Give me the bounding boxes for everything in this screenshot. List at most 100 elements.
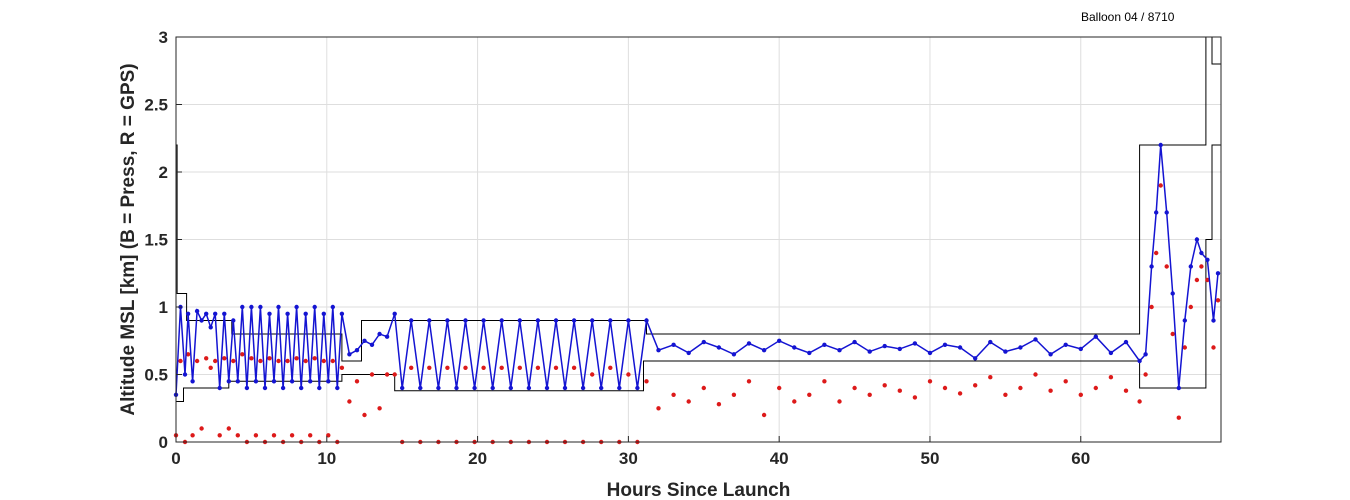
point-gps-23	[276, 358, 281, 364]
point-pressure-78	[731, 352, 737, 357]
point-gps-14	[235, 433, 240, 438]
point-gps-12	[226, 426, 231, 431]
x-axis-label: Hours Since Launch	[607, 480, 791, 500]
point-gps-73	[656, 406, 661, 411]
point-gps-58	[517, 365, 522, 370]
point-pressure-113	[1182, 318, 1188, 323]
point-gps-110	[1164, 264, 1169, 269]
series-gps	[173, 183, 1221, 445]
point-gps-74	[671, 392, 676, 397]
point-pressure-61	[544, 385, 550, 391]
point-pressure-15	[240, 304, 245, 310]
point-gps-38	[347, 399, 352, 404]
point-pressure-97	[1018, 345, 1023, 350]
point-pressure-57	[508, 385, 513, 391]
y-tick-label-1: 0.5	[144, 366, 168, 385]
point-pressure-83	[807, 350, 812, 356]
point-pressure-118	[1211, 318, 1216, 323]
point-pressure-41	[369, 342, 375, 347]
x-tick-label-4: 40	[770, 449, 789, 468]
point-gps-90	[912, 395, 918, 400]
point-gps-4	[190, 433, 195, 438]
point-pressure-43	[384, 334, 390, 339]
point-gps-8	[208, 365, 213, 370]
point-gps-37	[339, 365, 345, 370]
point-pressure-101	[1078, 346, 1084, 352]
point-gps-68	[608, 365, 613, 370]
point-gps-19	[258, 358, 263, 364]
point-pressure-16	[244, 385, 250, 391]
point-pressure-103	[1108, 350, 1114, 356]
point-pressure-111	[1170, 291, 1175, 296]
x-tick-label-1: 10	[317, 449, 336, 468]
point-gps-60	[535, 365, 541, 370]
point-pressure-74	[671, 342, 676, 347]
point-pressure-55	[490, 385, 495, 391]
envelope-lines	[176, 37, 1221, 402]
point-pressure-7	[204, 311, 209, 316]
point-gps-72	[644, 379, 649, 384]
point-pressure-69	[617, 385, 622, 391]
point-gps-84	[822, 379, 827, 384]
point-gps-89	[897, 388, 902, 393]
point-pressure-104	[1123, 339, 1129, 345]
point-gps-43	[384, 372, 390, 377]
point-pressure-109	[1158, 142, 1163, 148]
point-gps-41	[369, 372, 375, 377]
point-gps-39	[354, 379, 360, 384]
point-pressure-27	[294, 304, 299, 310]
y-tick-label-0: 0	[159, 433, 168, 452]
point-pressure-52	[463, 318, 468, 323]
point-gps-11	[222, 356, 227, 361]
point-gps-118	[1211, 345, 1216, 350]
x-tick-label-5: 50	[921, 449, 940, 468]
point-gps-105	[1137, 399, 1142, 404]
point-pressure-3	[185, 311, 191, 316]
point-pressure-88	[882, 343, 887, 349]
point-gps-42	[377, 406, 382, 411]
point-pressure-11	[222, 311, 227, 316]
point-gps-22	[271, 433, 277, 438]
point-pressure-17	[249, 304, 254, 310]
point-pressure-49	[436, 385, 441, 391]
point-gps-50	[445, 365, 450, 370]
point-gps-17	[249, 356, 254, 361]
point-pressure-68	[608, 318, 613, 323]
point-pressure-73	[656, 348, 661, 353]
point-gps-7	[204, 356, 209, 361]
point-gps-86	[852, 385, 857, 391]
point-pressure-20	[262, 385, 268, 391]
point-pressure-58	[517, 318, 522, 323]
point-pressure-80	[761, 348, 767, 353]
point-gps-29	[303, 358, 308, 364]
point-pressure-25	[285, 311, 290, 316]
data-series	[173, 142, 1221, 445]
point-pressure-70	[626, 318, 631, 323]
balloon-label: Balloon 04 / 8710	[1081, 10, 1175, 24]
point-gps-1	[178, 358, 183, 364]
point-pressure-33	[321, 311, 326, 316]
point-gps-33	[321, 358, 326, 364]
point-pressure-10	[217, 385, 222, 391]
point-gps-100	[1063, 379, 1068, 384]
point-pressure-4	[190, 379, 195, 384]
point-gps-10	[217, 433, 222, 438]
point-pressure-9	[213, 311, 218, 316]
point-pressure-37	[339, 311, 345, 316]
point-gps-83	[807, 392, 812, 397]
point-pressure-89	[897, 346, 902, 352]
point-pressure-23	[276, 304, 281, 310]
point-gps-91	[927, 379, 933, 384]
point-gps-78	[731, 392, 737, 397]
point-gps-66	[590, 372, 595, 377]
point-pressure-77	[716, 345, 722, 350]
point-gps-117	[1205, 277, 1210, 283]
point-gps-6	[199, 426, 204, 431]
point-gps-75	[686, 399, 691, 404]
point-pressure-47	[418, 385, 423, 391]
point-gps-111	[1170, 331, 1175, 337]
point-gps-35	[330, 358, 335, 364]
point-pressure-56	[499, 318, 504, 323]
point-gps-70	[626, 372, 631, 377]
point-gps-82	[792, 399, 797, 404]
